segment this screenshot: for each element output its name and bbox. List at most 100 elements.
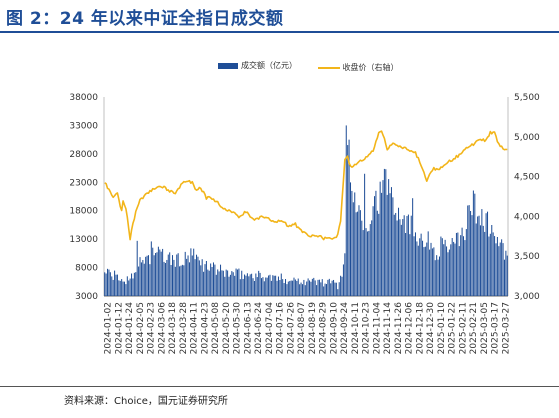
volume-bar [441, 238, 443, 296]
volume-bar [458, 246, 460, 296]
volume-bar [220, 264, 222, 296]
x-tick-label: 2024-07-04 [265, 302, 275, 355]
volume-bar [162, 248, 164, 296]
volume-bar [374, 196, 376, 296]
volume-bar [153, 255, 155, 296]
volume-bar [324, 283, 326, 296]
volume-bar [345, 125, 347, 297]
volume-bar [472, 190, 474, 296]
x-tick-label: 2024-04-11 [190, 302, 200, 354]
legend-item-close: 收盘价（右轴） [317, 62, 399, 73]
volume-bar [133, 272, 135, 296]
volume-bar [196, 254, 198, 296]
volume-bar [179, 266, 181, 296]
volume-bar [448, 249, 450, 296]
volume-bar [338, 282, 340, 296]
volume-bar [251, 273, 253, 296]
volume-bar [406, 216, 408, 296]
volume-bar [123, 281, 125, 296]
volume-bar [413, 236, 415, 296]
source-note: 资料来源：Choice，国元证券研究所 [64, 396, 228, 407]
volume-bar [462, 236, 465, 296]
x-tick-label: 2025-03-27 [502, 302, 512, 354]
volume-bar [211, 267, 213, 296]
volume-bar [193, 248, 195, 296]
x-tick-label: 2024-02-23 [147, 302, 157, 354]
volume-bar [468, 205, 470, 296]
volume-bar [489, 233, 491, 296]
volume-bar [169, 252, 171, 296]
volume-bar [450, 244, 452, 296]
volume-bar [204, 264, 206, 296]
volume-bar [294, 279, 296, 296]
volume-bar [191, 255, 193, 296]
volume-bar [496, 236, 498, 296]
volume-bar [390, 187, 392, 296]
x-tick-label: 2024-01-12 [114, 302, 124, 354]
y-right-tick-label: 4,000 [514, 212, 540, 222]
volume-bar [433, 247, 435, 296]
volume-bar [252, 278, 254, 296]
x-tick-label: 2024-08-07 [297, 302, 307, 354]
volume-bar [286, 284, 288, 296]
volume-bar [354, 192, 356, 296]
volume-bar [180, 265, 182, 296]
volume-bar [131, 273, 133, 296]
volume-bar [417, 245, 419, 296]
volume-bar [420, 233, 422, 296]
volume-bar [381, 192, 383, 296]
volume-bar [443, 244, 445, 296]
x-tick-label: 2024-01-24 [125, 302, 135, 355]
x-tick-label: 2024-02-05 [136, 302, 146, 354]
volume-bar [263, 281, 265, 296]
volume-bar [242, 278, 244, 296]
x-tick-label: 2024-06-24 [254, 302, 264, 355]
volume-bar [314, 280, 316, 296]
volume-bar [485, 213, 487, 296]
volume-bar [125, 284, 127, 296]
volume-bar [501, 239, 503, 296]
volume-bar [436, 255, 438, 296]
volume-bar [236, 269, 238, 296]
volume-bar [283, 283, 285, 296]
volume-bar [431, 248, 433, 296]
x-tick-label: 2025-01-10 [437, 302, 447, 355]
x-tick-label: 2024-04-23 [200, 302, 210, 354]
volume-bar [246, 273, 248, 296]
volume-bar [375, 190, 377, 296]
volume-bar [135, 272, 137, 296]
y-left-tick-label: 23000 [69, 178, 98, 188]
volume-bar [210, 263, 212, 296]
volume-bar [270, 280, 272, 296]
volume-bar [498, 246, 500, 296]
volume-bar [310, 281, 312, 296]
x-tick-label: 2024-10-23 [362, 302, 372, 354]
volume-bar [297, 278, 299, 296]
x-tick-label: 2025-03-05 [480, 302, 490, 354]
volume-bar [334, 282, 336, 296]
x-tick-label: 2024-03-06 [157, 302, 167, 355]
volume-bar [385, 169, 387, 296]
volume-bar [155, 253, 157, 296]
volume-bar [290, 280, 292, 296]
legend-bar-swatch [218, 62, 238, 69]
volume-bar [231, 271, 233, 296]
volume-bar [438, 256, 440, 296]
volume-bar [160, 251, 162, 296]
volume-bar [232, 272, 234, 296]
x-tick-label: 2024-09-10 [329, 302, 339, 355]
volume-bar [419, 238, 421, 296]
volume-bar [447, 252, 449, 296]
y-left-tick-label: 38000 [69, 93, 98, 103]
volume-bar [416, 241, 418, 296]
volume-bar [107, 268, 109, 296]
volume-bar [477, 216, 479, 296]
volume-bar [371, 220, 373, 296]
volume-bar [285, 279, 287, 296]
volume-bar [400, 224, 402, 296]
volume-bar [177, 253, 179, 296]
volume-bar [502, 243, 504, 296]
volume-bar [289, 280, 291, 296]
volume-bar [403, 215, 405, 296]
volume-bar [244, 274, 246, 296]
